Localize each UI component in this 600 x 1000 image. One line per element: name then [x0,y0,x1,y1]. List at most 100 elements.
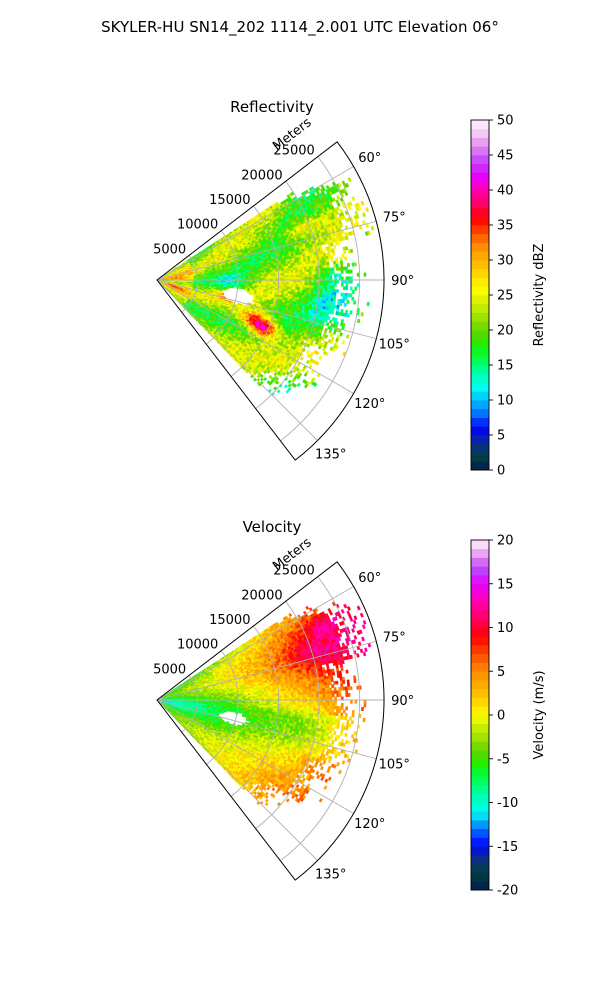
echo-cell [328,329,333,334]
echo-cell [304,266,308,270]
echo-cell [312,263,316,267]
echo-cell [311,268,314,273]
echo-cell [256,281,260,284]
echo-cell [304,282,308,286]
echo-cell [349,279,353,284]
echo-cell [315,282,319,286]
echo-cell [339,257,343,261]
echo-cell [328,319,333,324]
echo-cell [256,270,260,274]
echo-cell [290,267,294,271]
echo-cell [224,288,228,291]
echo-cell [263,270,267,273]
echo-cell [302,272,306,276]
echo-cell [340,308,344,314]
echo-cell [250,281,253,284]
echo-cell [340,263,344,268]
echo-cell [299,289,303,293]
echo-cell [331,251,336,256]
echo-cell [349,293,353,298]
echo-cell [275,275,278,279]
echo-cell [284,275,287,279]
echo-cell [335,289,339,293]
echo-cell [270,283,274,287]
echo-cell [315,288,319,292]
echo-cell [290,284,294,288]
echo-cell [283,266,287,270]
echo-cell [341,279,344,284]
echo-cell [344,191,349,197]
echo-cell [319,265,323,269]
echo-cell [290,191,295,196]
echo-cell [241,276,244,279]
echo-cell [274,283,278,287]
echo-cell [294,265,298,269]
echo-cell [311,274,315,278]
echo-cell [293,282,297,285]
echo-cell [222,288,226,291]
echo-cell [322,288,326,292]
echo-cell [265,281,269,285]
echo-cell [306,282,310,286]
echo-cell [272,275,276,279]
echo-cell [343,302,347,307]
echo-cell [339,302,343,307]
echo-cell [261,281,265,284]
echo-cell [322,282,326,287]
echo-cell [261,274,265,277]
echo-cell [265,275,269,279]
echo-cell [354,286,358,291]
echo-cell [346,313,350,318]
echo-cell [285,288,289,292]
echo-cell [270,273,274,277]
echo-cell [279,281,283,285]
echo-cell [315,290,319,295]
echo-cell [331,270,335,275]
echo-cell [306,292,310,297]
echo-cell [297,287,301,291]
echo-cell [288,284,292,288]
echo-cell [344,246,349,251]
echo-cell [299,282,303,286]
echo-cell [335,267,339,271]
echo-cell [312,293,316,297]
echo-cell [336,240,341,246]
echo-cell [322,265,326,269]
echo-cell [327,285,330,290]
echo-cell [327,252,331,257]
echo-cell [245,276,249,279]
echo-cell [290,265,294,269]
echo-cell [285,291,289,295]
echo-cell [329,282,333,287]
echo-cell [334,282,337,287]
echo-cell [297,289,301,293]
echo-cell [322,273,326,278]
echo-cell [231,286,235,289]
echo-cell [332,298,336,303]
echo-cell [325,279,328,284]
echo-cell [313,274,317,278]
echo-cell [281,284,285,287]
echo-cell [263,275,267,279]
reflectivity-title: Reflectivity [230,98,314,116]
echo-cell [292,286,296,290]
echo-cell [238,281,242,284]
echo-cell [327,273,331,278]
echo-cell [346,299,350,304]
echo-cell [327,270,330,275]
echo-cell [256,284,260,288]
echo-cell [311,282,315,286]
echo-cell [292,262,296,266]
echo-cell [221,293,225,296]
echo-cell [254,272,258,276]
echo-cell [324,273,328,278]
echo-cell [297,284,301,288]
echo-cell [333,245,337,250]
echo-cell [336,202,341,207]
echo-cell [330,258,334,262]
echo-cell [347,269,351,274]
echo-cell [309,274,312,278]
echo-cell [248,292,252,296]
echo-cell [299,272,303,276]
echo-cell [286,270,290,274]
